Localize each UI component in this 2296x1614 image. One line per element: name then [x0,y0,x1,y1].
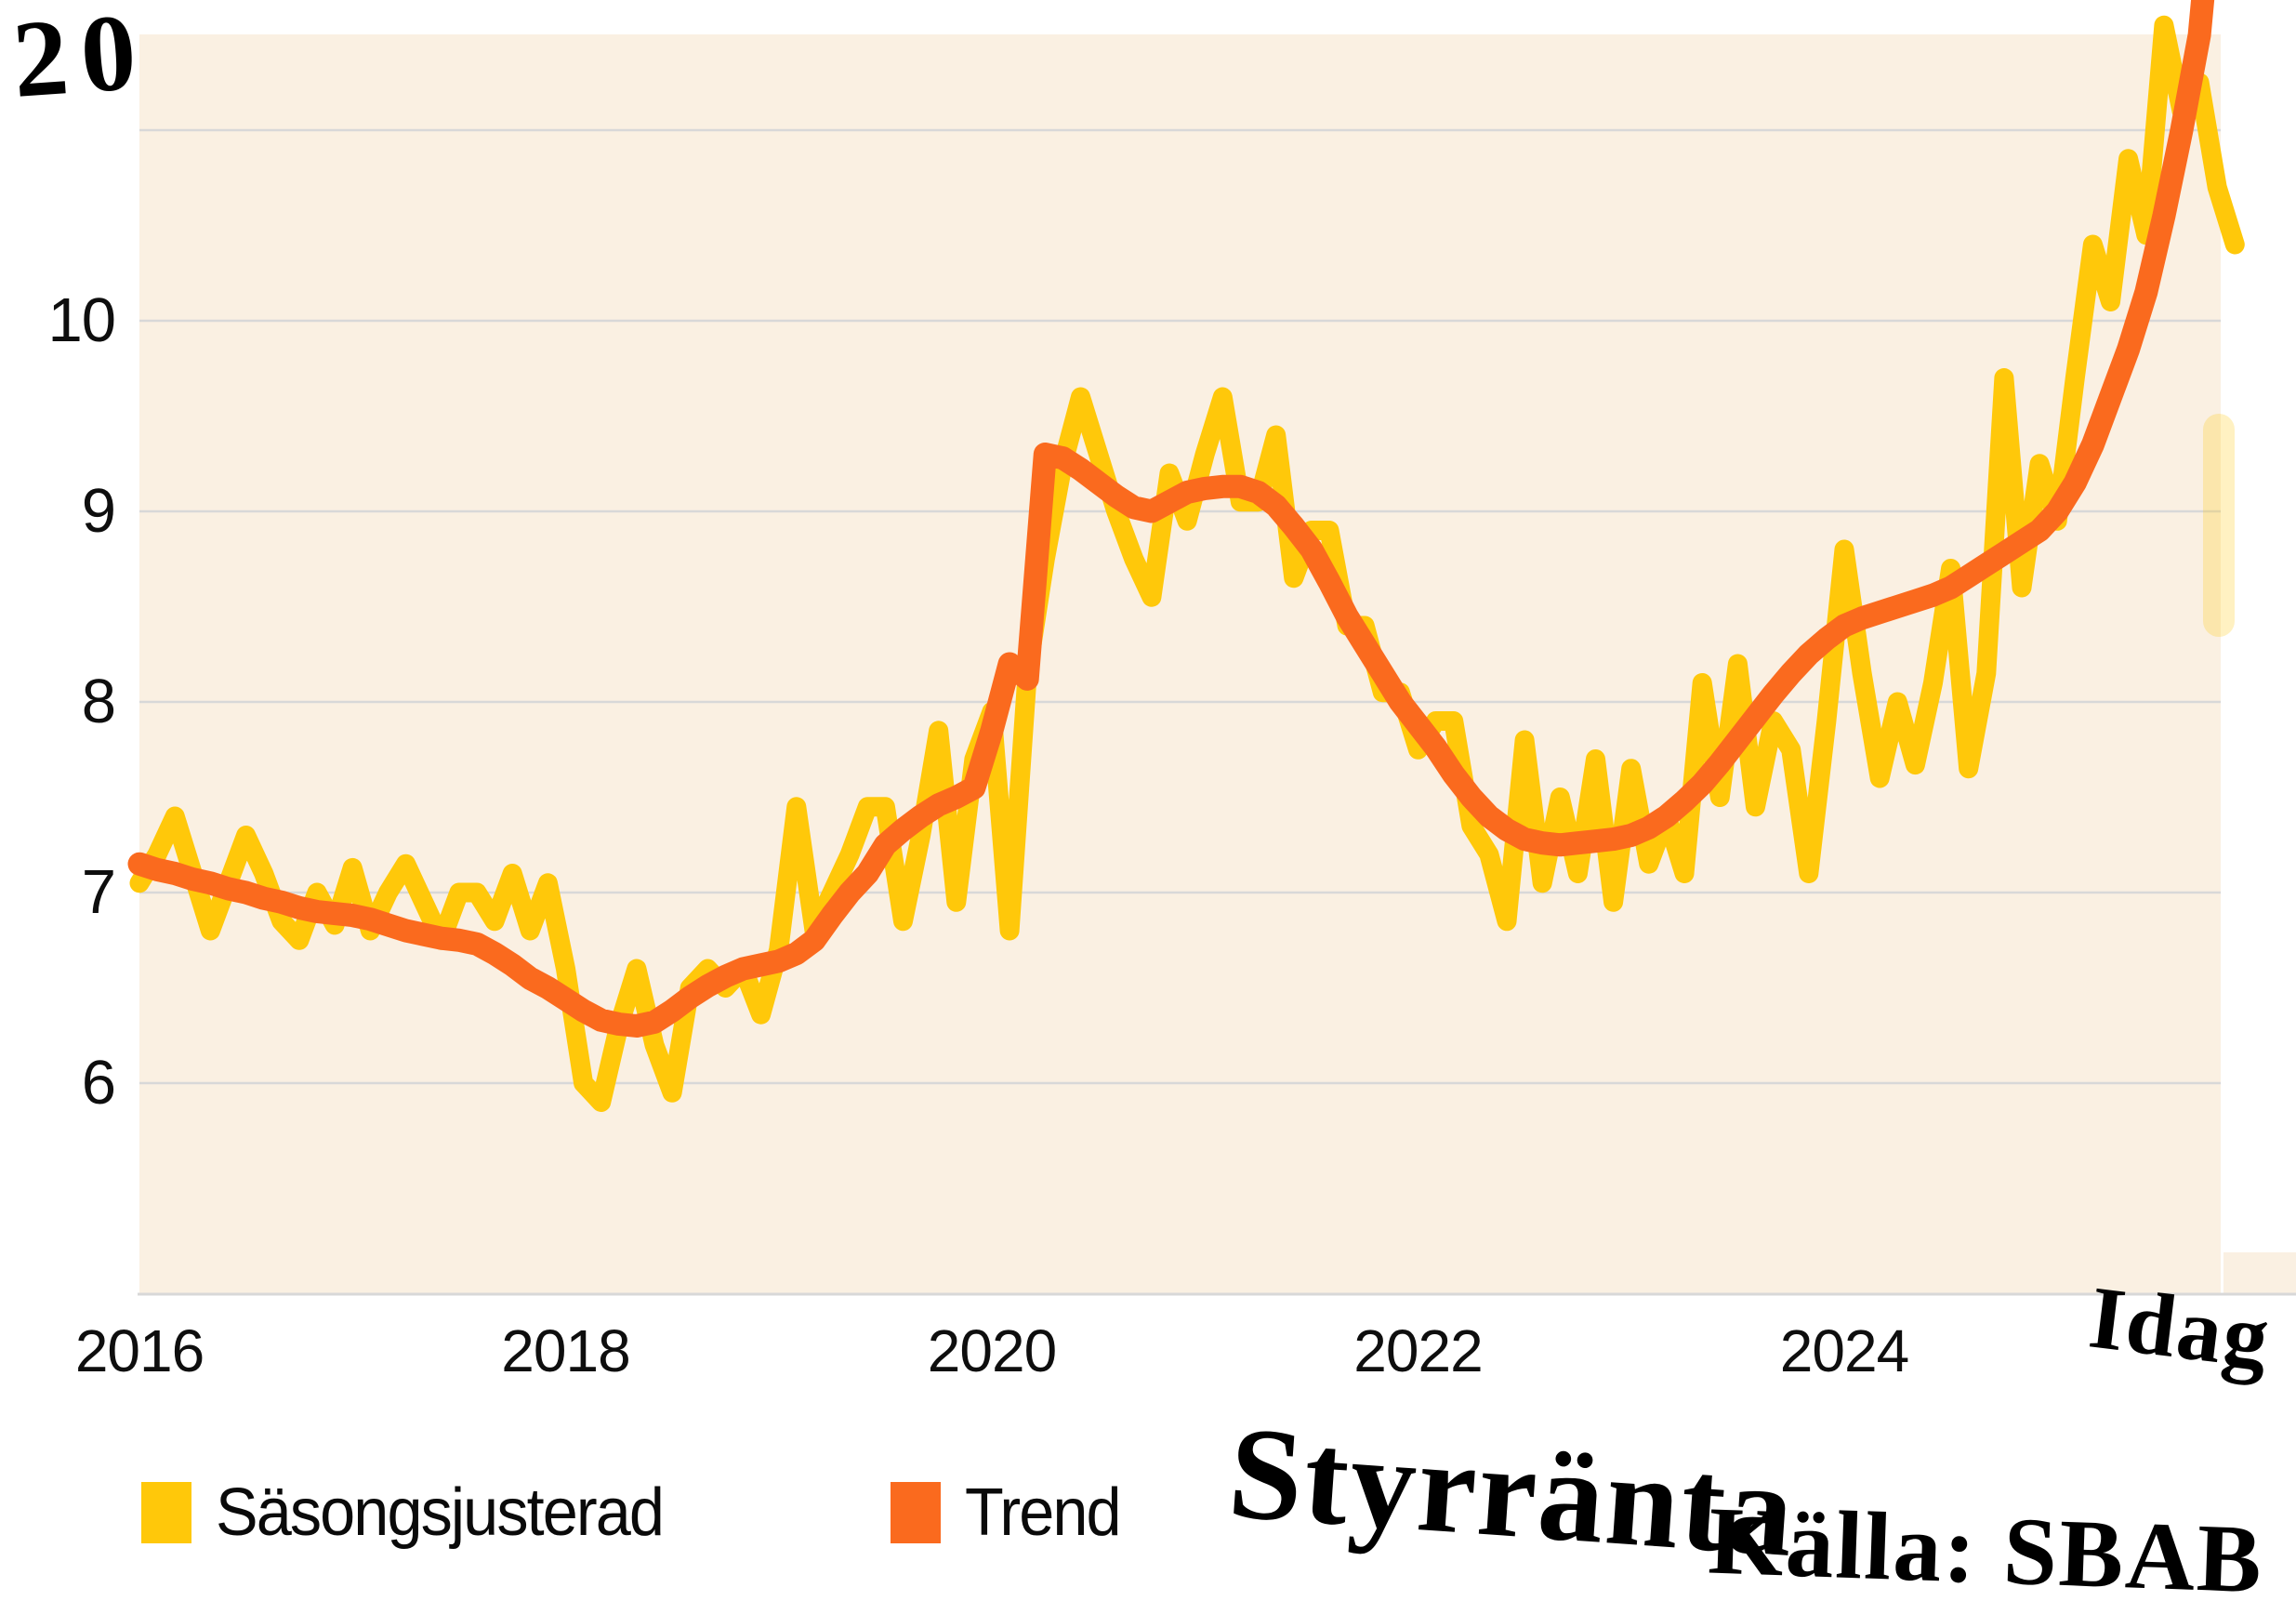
y-tick-label-6: 6 [81,1048,116,1118]
plot-background [139,34,2221,1294]
legend-item-trend: Trend [891,1475,1128,1550]
plot-corner-patch [2223,1252,2296,1293]
trend-line [127,0,2215,1038]
legend-item-seasonal: Säsongsjusterad [141,1475,686,1550]
seasonal-adjusted-line [129,15,2245,1112]
trend-legend-swatch [891,1482,941,1543]
y-tick-label-8: 8 [81,667,116,736]
y-tick-label-10: 10 [47,285,116,355]
x-tick-label-2016: 2016 [74,1317,205,1384]
x-tick-label-2020: 2020 [927,1317,1057,1384]
x-tick-label-2024: 2024 [1779,1317,1909,1384]
seasonal-legend-label: Säsongsjusterad [216,1475,665,1550]
x-tick-label-2022: 2022 [1353,1317,1483,1384]
handwritten-source-credit: Källa: SBAB [1707,1487,2265,1614]
off-plot-yellow-ghost [2203,414,2235,637]
trend-legend-label: Trend [965,1475,1122,1550]
handwritten-20-annotation: 20 [8,0,153,121]
handwritten-idag-label: Idag [2084,1266,2276,1388]
x-tick-label-2018: 2018 [501,1317,630,1384]
y-tick-label-9: 9 [81,476,116,546]
y-tick-label-7: 7 [81,857,116,927]
seasonal-legend-swatch [141,1482,191,1543]
